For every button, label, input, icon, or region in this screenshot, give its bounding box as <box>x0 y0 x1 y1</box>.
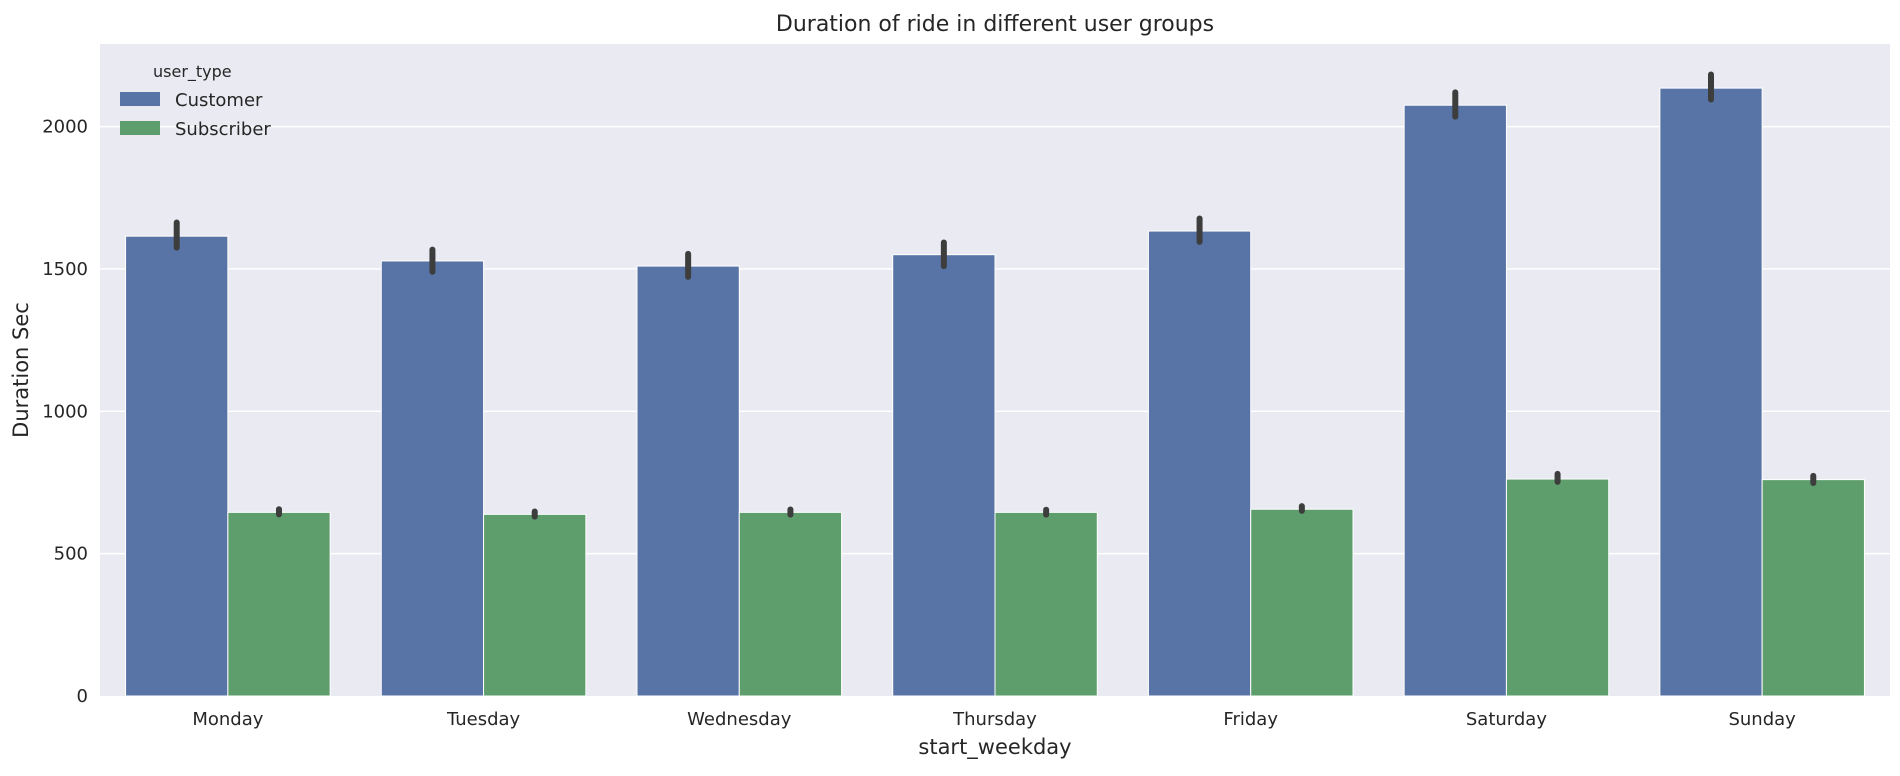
x-tick-label: Saturday <box>1466 709 1547 730</box>
bar-subscriber-thursday <box>994 511 1098 697</box>
bar-customer-friday <box>1147 230 1252 697</box>
y-tick-labels: 0 500 1000 1500 2000 <box>42 117 88 707</box>
error-bars <box>173 71 1817 520</box>
bar-subscriber-saturday <box>1505 478 1610 697</box>
legend-swatch-customer <box>120 92 160 106</box>
bar-customer-monday <box>125 235 229 697</box>
y-tick-label: 0 <box>77 686 88 707</box>
bar-customer-tuesday <box>380 260 485 697</box>
x-tick-label: Wednesday <box>687 709 792 730</box>
bar-customer-wednesday <box>636 265 740 697</box>
bar-subscriber-sunday <box>1761 479 1865 697</box>
y-tick-label: 1500 <box>42 259 88 280</box>
bar-customer-saturday <box>1403 104 1507 697</box>
x-tick-label: Friday <box>1223 709 1278 730</box>
legend-label-subscriber: Subscriber <box>175 119 271 140</box>
bar-subscriber-monday <box>227 511 331 697</box>
bar-subscriber-friday <box>1250 508 1354 697</box>
x-tick-label: Thursday <box>952 709 1037 730</box>
bars <box>125 87 1865 697</box>
legend-title: user_type <box>153 62 232 82</box>
x-tick-label: Sunday <box>1728 709 1796 730</box>
bar-subscriber-tuesday <box>483 513 587 697</box>
y-tick-label: 2000 <box>42 117 88 138</box>
bar-customer-thursday <box>892 254 996 697</box>
bar-customer-sunday <box>1659 87 1763 697</box>
legend-label-customer: Customer <box>175 90 263 111</box>
x-tick-label: Monday <box>192 709 263 730</box>
x-axis-label: start_weekday <box>918 735 1071 760</box>
x-tick-labels: Monday Tuesday Wednesday Thursday Friday Satu… <box>192 709 1796 730</box>
y-tick-label: 1000 <box>42 401 88 422</box>
bar-subscriber-wednesday <box>738 511 843 697</box>
chart-title: Duration of ride in different user group… <box>776 12 1214 37</box>
legend: user_type Customer Subscriber <box>120 62 271 140</box>
y-axis-label: Duration Sec <box>9 302 33 438</box>
y-tick-label: 500 <box>54 544 88 565</box>
x-tick-label: Tuesday <box>446 709 521 730</box>
legend-swatch-subscriber <box>120 121 160 135</box>
